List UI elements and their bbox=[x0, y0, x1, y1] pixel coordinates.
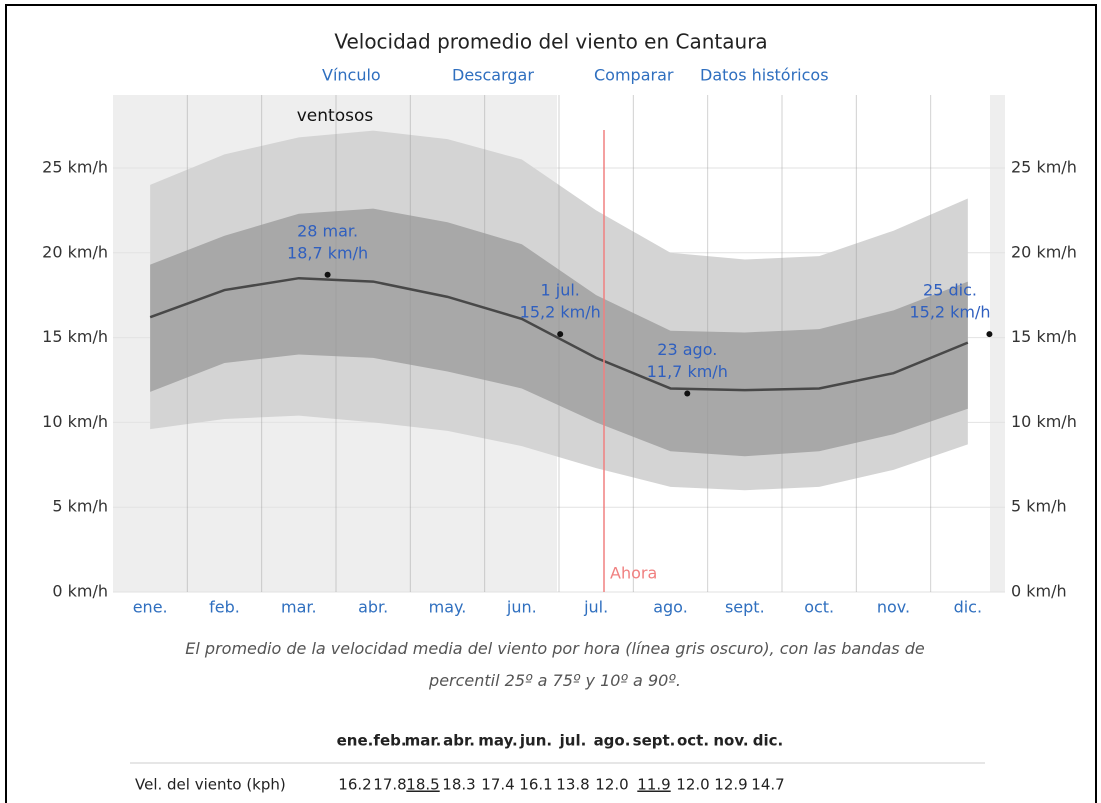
now-label: Ahora bbox=[610, 564, 657, 583]
mean-line bbox=[149, 276, 969, 392]
table-cell: 14.7 bbox=[751, 776, 784, 794]
table-cell: 12.9 bbox=[714, 776, 747, 794]
table-cell: 17.8 bbox=[373, 776, 406, 794]
table-header: abr. bbox=[443, 732, 475, 750]
x-tick-label: ene. bbox=[133, 598, 168, 617]
annotation-point bbox=[557, 331, 564, 338]
header-link[interactable]: Comparar bbox=[594, 66, 674, 85]
table-header: ago. bbox=[594, 732, 631, 750]
table-cell: 18.3 bbox=[442, 776, 475, 794]
table-row-label: Vel. del viento (kph) bbox=[135, 776, 286, 794]
table-header: sept. bbox=[633, 732, 676, 750]
annotation-value: 18,7 km/h bbox=[287, 243, 368, 262]
annotation-date: 1 jul. bbox=[541, 281, 580, 300]
table-header: mar. bbox=[405, 732, 442, 750]
y-tick-label-right: 10 km/h bbox=[1011, 412, 1077, 431]
y-tick-label-right: 20 km/h bbox=[1011, 242, 1077, 261]
y-tick-label: 20 km/h bbox=[42, 242, 108, 261]
annotation-date: 28 mar. bbox=[297, 221, 358, 240]
annotation-point bbox=[986, 331, 993, 338]
x-tick-label: mar. bbox=[281, 598, 317, 617]
y-tick-label-right: 15 km/h bbox=[1011, 327, 1077, 346]
table-header: feb. bbox=[373, 732, 406, 750]
y-tick-label-right: 5 km/h bbox=[1011, 497, 1067, 516]
table-header: nov. bbox=[713, 732, 748, 750]
season-label: ventosos bbox=[297, 106, 374, 126]
y-tick-label: 0 km/h bbox=[52, 582, 108, 601]
y-tick-label: 5 km/h bbox=[52, 497, 108, 516]
table-cell: 12.0 bbox=[676, 776, 709, 794]
chart-title: Velocidad promedio del viento en Cantaur… bbox=[334, 30, 767, 54]
y-tick-label: 25 km/h bbox=[42, 157, 108, 176]
table-header: oct. bbox=[677, 732, 709, 750]
y-tick-label: 15 km/h bbox=[42, 327, 108, 346]
y-tick-label: 10 km/h bbox=[42, 412, 108, 431]
annotation-date: 23 ago. bbox=[657, 340, 717, 359]
x-tick-label: oct. bbox=[804, 598, 834, 617]
table-cell: 13.8 bbox=[556, 776, 589, 794]
table-cell: 11.9 bbox=[637, 776, 670, 794]
frame bbox=[5, 4, 1097, 803]
x-tick-label: may. bbox=[429, 598, 467, 617]
y-tick-label-right: 25 km/h bbox=[1011, 157, 1077, 176]
table-header: jul. bbox=[559, 732, 587, 750]
header-link[interactable]: Datos históricos bbox=[700, 66, 829, 85]
annotation-value: 11,7 km/h bbox=[647, 362, 728, 381]
annotation-point bbox=[324, 271, 331, 278]
x-tick-label: dic. bbox=[954, 598, 982, 617]
x-tick-label: sept. bbox=[725, 598, 765, 617]
annotation-point bbox=[684, 390, 691, 397]
x-tick-label: feb. bbox=[209, 598, 240, 617]
x-tick-label: jun. bbox=[506, 598, 537, 617]
annotation-value: 15,2 km/h bbox=[909, 303, 990, 322]
header-link[interactable]: Vínculo bbox=[322, 66, 381, 85]
y-tick-label-right: 0 km/h bbox=[1011, 582, 1067, 601]
table-cell: 18.5 bbox=[406, 776, 439, 794]
table-header: ene. bbox=[337, 732, 374, 750]
table-header: may. bbox=[478, 732, 517, 750]
table-cell: 16.2 bbox=[338, 776, 371, 794]
windy-season bbox=[990, 95, 1005, 592]
table-cell: 12.0 bbox=[595, 776, 628, 794]
annotation-value: 15,2 km/h bbox=[520, 303, 601, 322]
annotation-date: 25 dic. bbox=[923, 281, 977, 300]
x-tick-label: abr. bbox=[358, 598, 388, 617]
table-header: dic. bbox=[753, 732, 783, 750]
table-cell: 17.4 bbox=[481, 776, 514, 794]
x-tick-label: nov. bbox=[877, 598, 910, 617]
caption: El promedio de la velocidad media del vi… bbox=[185, 639, 925, 690]
x-tick-label: jul. bbox=[583, 598, 608, 617]
header-link[interactable]: Descargar bbox=[452, 66, 534, 85]
x-tick-label: ago. bbox=[653, 598, 688, 617]
table-cell: 16.1 bbox=[519, 776, 552, 794]
table-header: jun. bbox=[519, 732, 552, 750]
